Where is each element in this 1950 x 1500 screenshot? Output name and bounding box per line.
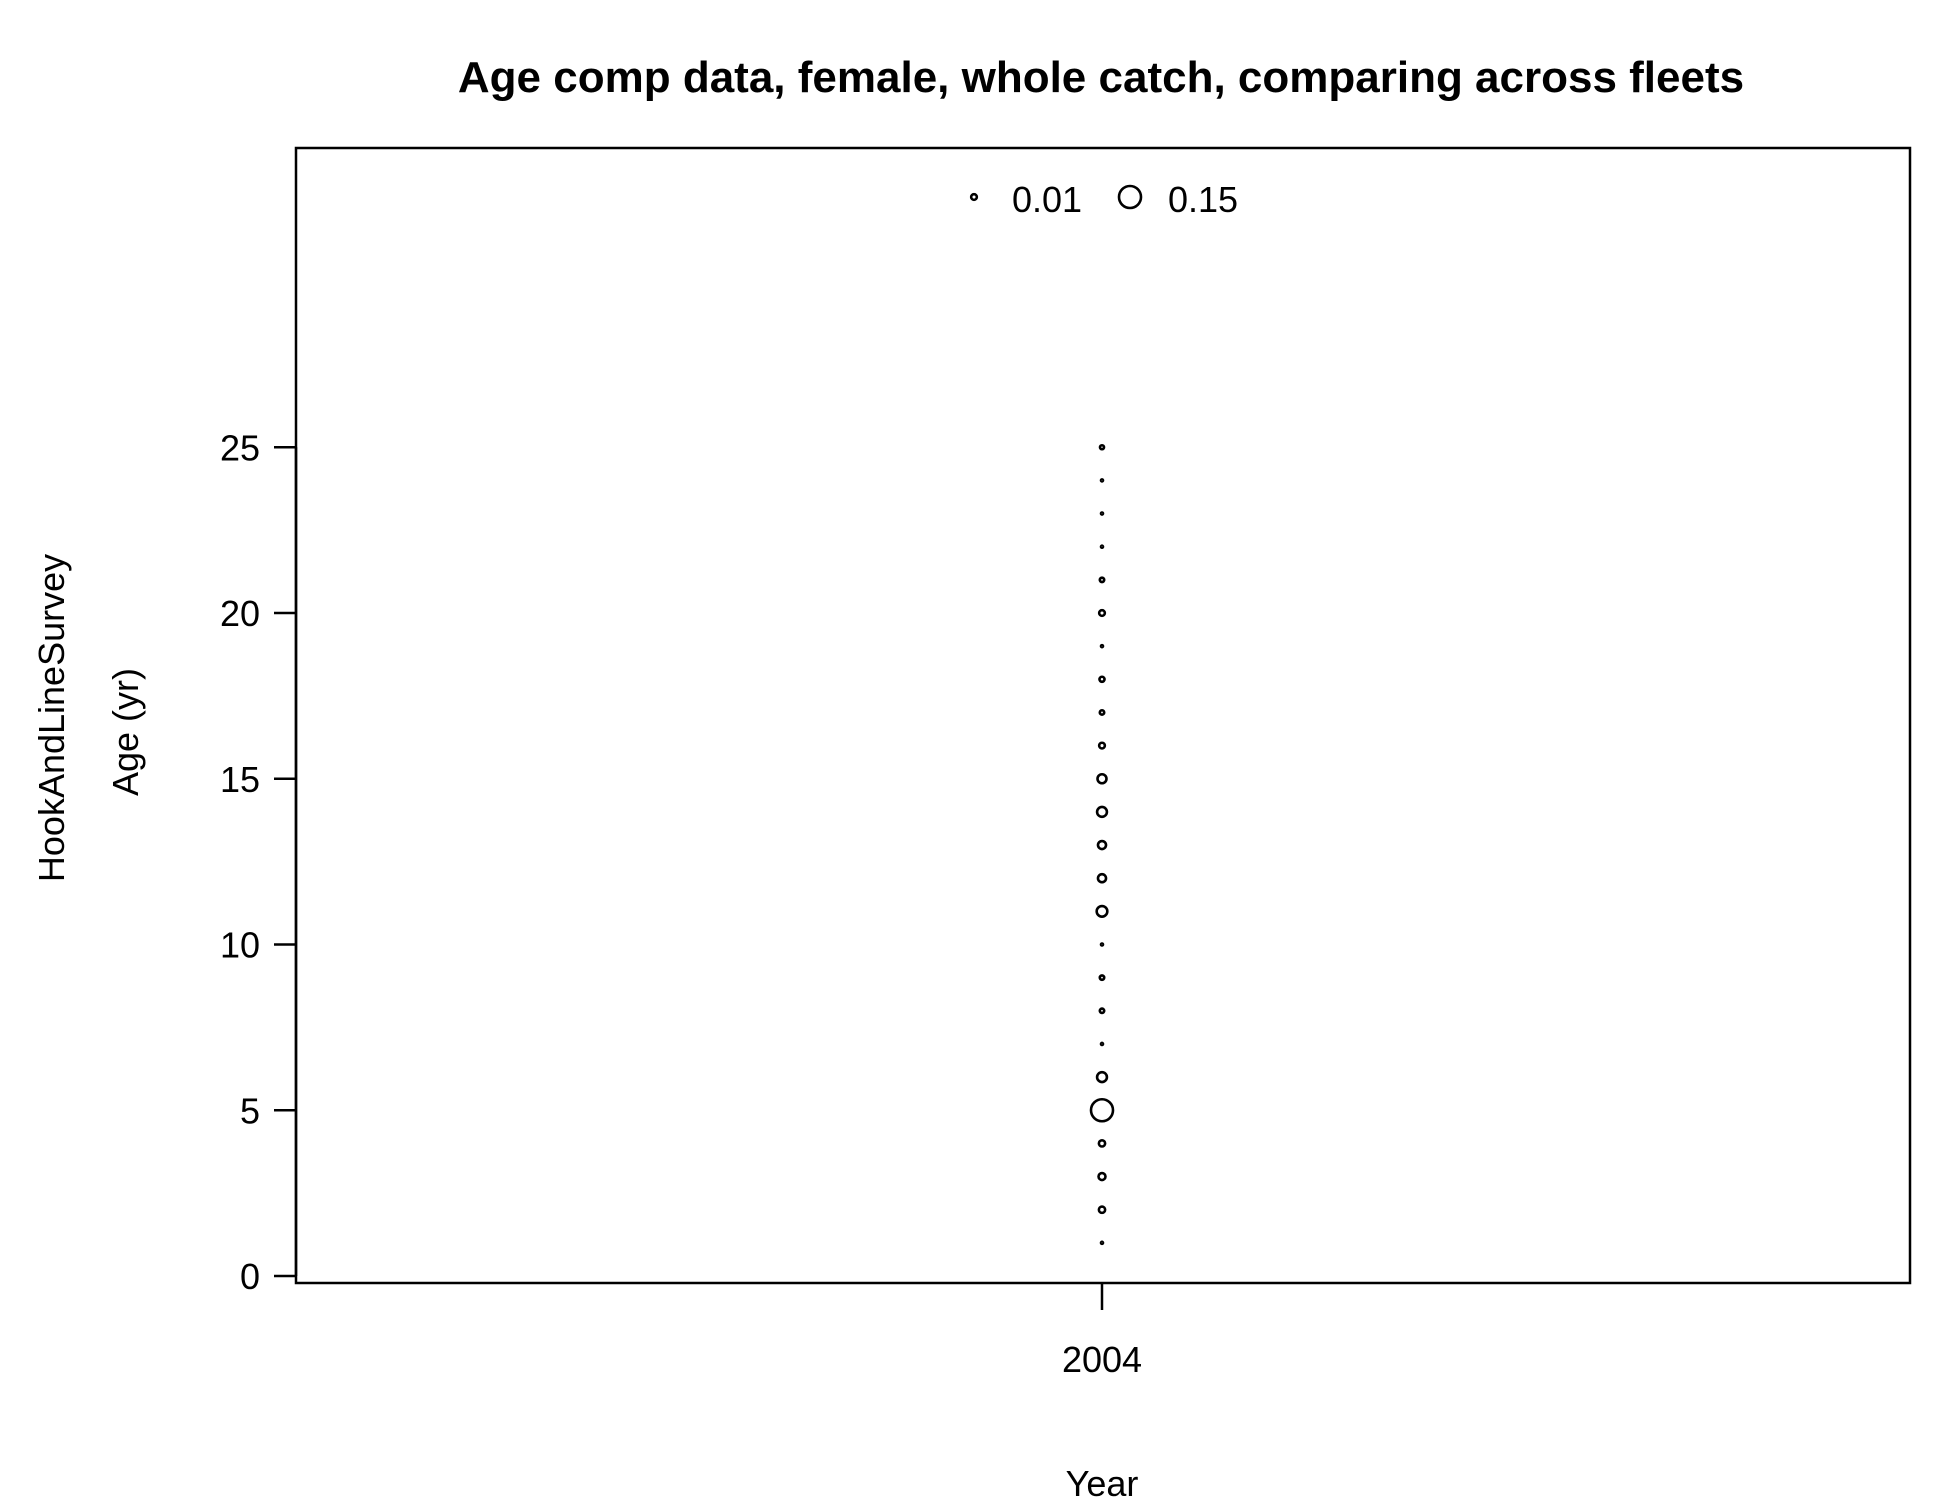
y-tick-label: 5 (240, 1090, 260, 1131)
data-bubble (1097, 1171, 1107, 1182)
data-bubble (1098, 443, 1106, 451)
data-bubble (1097, 741, 1107, 750)
y-tick-label: 0 (240, 1256, 260, 1297)
legend-bubble (1117, 184, 1143, 210)
data-bubble (1097, 1205, 1107, 1215)
data-bubble (1099, 1041, 1105, 1047)
data-bubble (1098, 1007, 1106, 1015)
data-bubble (1098, 708, 1106, 716)
data-bubble (1097, 608, 1107, 618)
y-tick-label: 10 (220, 925, 260, 966)
data-bubble (1097, 1138, 1107, 1148)
data-bubble (1099, 643, 1105, 649)
data-bubble (1099, 478, 1105, 483)
data-bubble (1096, 772, 1108, 785)
data-bubble (1098, 675, 1106, 684)
x-tick-label: 2004 (1062, 1339, 1142, 1380)
legend: 0.01 0.15 (969, 179, 1238, 220)
data-bubble (1098, 974, 1106, 982)
y-tick-label: 25 (220, 427, 260, 468)
data-bubble (1099, 1240, 1105, 1246)
x-axis: 2004 (1062, 1283, 1142, 1380)
data-bubble (1099, 544, 1105, 550)
data-bubble (1099, 942, 1105, 947)
data-bubble (1089, 1097, 1115, 1123)
fleet-label: HookAndLineSurvey (31, 554, 72, 882)
data-bubble (1096, 872, 1108, 884)
data-points (1089, 443, 1115, 1246)
data-bubble (1098, 576, 1106, 584)
legend-label: 0.15 (1168, 179, 1238, 220)
y-tick-label: 20 (220, 593, 260, 634)
data-bubble (1095, 904, 1109, 918)
data-bubble (1095, 805, 1109, 819)
data-bubble (1096, 839, 1108, 851)
data-bubble (1095, 1070, 1109, 1084)
y-axis-label: Age (yr) (105, 668, 146, 796)
legend-label: 0.01 (1012, 179, 1082, 220)
y-tick-label: 15 (220, 759, 260, 800)
y-axis: 0 5 10 15 20 25 (220, 427, 298, 1297)
x-axis-label: Year (1066, 1463, 1139, 1500)
legend-bubble (969, 192, 979, 202)
data-bubble (1099, 511, 1105, 516)
chart-title: Age comp data, female, whole catch, comp… (458, 53, 1744, 102)
